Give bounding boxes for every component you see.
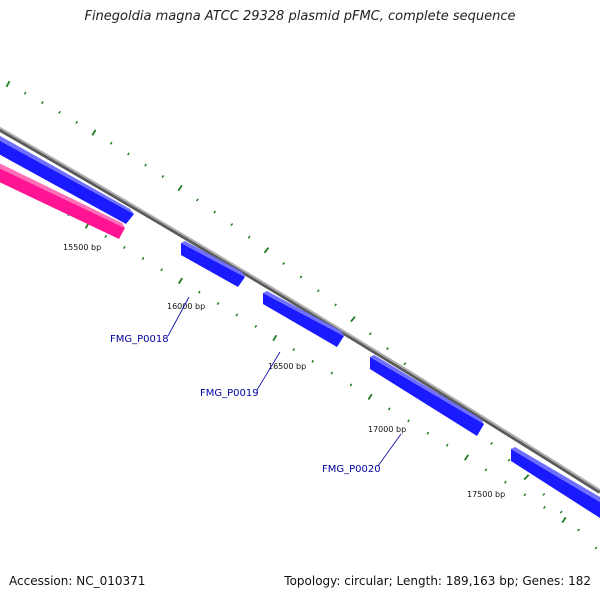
outer-tick-19 [334,303,337,307]
outer-tick-1 [23,91,27,95]
inner-tick-28 [523,493,527,497]
outer-tick-track [5,80,598,550]
inner-tick-7 [123,246,126,249]
outer-tick-29 [507,458,511,462]
outer-tick-28 [490,441,494,445]
outer-tick-15 [263,247,270,254]
outer-tick-23 [403,362,407,366]
inner-tick-12 [216,302,220,305]
gene-fmg-p0018[interactable] [181,241,245,287]
outer-tick-31 [542,493,546,496]
inner-tick-14 [254,324,258,328]
outer-tick-30 [523,474,530,481]
inner-tick-10 [178,277,183,285]
outer-tick-32 [559,510,563,514]
inner-tick-29 [543,505,546,509]
inner-tick-24 [445,443,449,447]
inner-tick-18 [330,371,334,375]
gene-fmg-p0020[interactable] [370,355,484,436]
inner-tick-30 [561,516,567,524]
backbone-arc-highlight [0,126,600,491]
inner-tick-6 [104,235,108,238]
map-title: Finegoldia magna ATCC 29328 plasmid pFMC… [84,9,516,24]
outer-tick-7 [127,152,130,156]
outer-tick-11 [195,198,199,202]
inner-tick-27 [504,480,507,484]
accession-label: Accession: NC_010371 [9,574,146,588]
bp-label-17000: 17000 bp [368,425,406,434]
bp-label-16500: 16500 bp [268,362,306,371]
gene-label-fmg-p0019[interactable]: FMG_P0019 [200,388,259,399]
outer-tick-16 [282,262,286,265]
outer-tick-20 [350,316,356,323]
outer-tick-21 [368,332,372,336]
outer-tick-33 [577,528,581,532]
outer-tick-14 [247,235,251,239]
outer-tick-34 [594,546,598,550]
leader-line-fmg-p0019 [256,351,281,391]
outer-tick-17 [299,275,303,279]
bp-label-16000: 16000 bp [167,302,205,311]
gene-label-fmg-p0018[interactable]: FMG_P0018 [110,334,169,345]
outer-tick-6 [109,141,113,145]
inner-tick-15 [272,334,278,342]
inner-tick-22 [407,419,410,423]
inner-tick-9 [160,268,164,272]
inner-tick-20 [367,393,373,401]
inner-tick-21 [387,407,391,411]
outer-tick-18 [316,289,320,293]
inner-tick-8 [141,257,145,261]
gene-fmg-p0019[interactable] [263,291,344,347]
inner-tick-23 [426,431,430,435]
inner-tick-19 [349,383,353,387]
gene-forward-5[interactable] [511,447,600,518]
outer-tick-13 [230,223,234,227]
outer-tick-10 [177,184,183,192]
bp-label-15500: 15500 bp [63,243,101,252]
gene-forward-1[interactable] [0,133,134,224]
inner-tick-13 [235,313,239,317]
outer-tick-0 [5,80,11,88]
outer-tick-4 [75,120,79,124]
outer-tick-12 [213,210,217,214]
outer-tick-9 [161,174,165,178]
leader-line-fmg-p0020 [377,433,402,467]
leader-line-fmg-p0018 [167,296,190,337]
outer-tick-8 [144,163,147,167]
inner-tick-11 [197,290,201,294]
outer-tick-22 [386,347,389,351]
gene-reverse-1[interactable] [0,161,125,239]
inner-tick-17 [311,359,315,363]
inner-tick-26 [484,468,488,472]
inner-tick-16 [292,348,296,352]
outer-tick-5 [91,129,97,136]
backbone-arc [0,127,600,494]
outer-tick-3 [58,110,61,114]
gene-label-fmg-p0020[interactable]: FMG_P0020 [322,464,381,475]
bp-label-17500: 17500 bp [467,490,505,499]
inner-tick-25 [464,454,469,461]
outer-tick-2 [41,101,44,105]
sequence-stats-label: Topology: circular; Length: 189,163 bp; … [284,574,591,588]
